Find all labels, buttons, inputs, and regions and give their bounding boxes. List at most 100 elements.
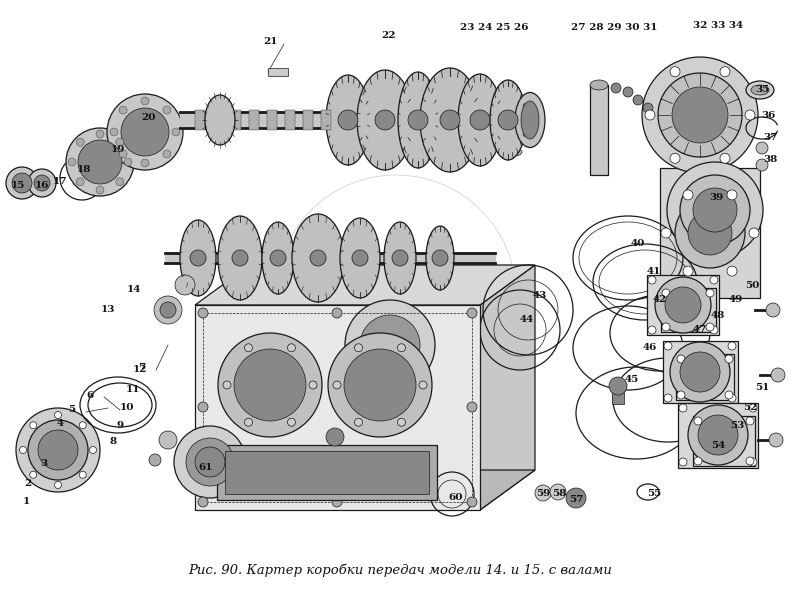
Circle shape	[149, 454, 161, 466]
Bar	[321, 110, 331, 130]
Bar	[267, 110, 277, 130]
Text: 15: 15	[11, 180, 25, 190]
Text: ВР: ВР	[342, 276, 450, 345]
Circle shape	[68, 158, 76, 166]
Circle shape	[694, 417, 702, 425]
Circle shape	[665, 287, 701, 323]
Circle shape	[333, 381, 341, 389]
Circle shape	[175, 275, 195, 295]
Text: 2: 2	[24, 479, 32, 488]
Circle shape	[771, 368, 785, 382]
Circle shape	[76, 138, 84, 146]
Circle shape	[198, 497, 208, 507]
Bar	[661, 288, 716, 332]
Bar	[268, 68, 288, 76]
Circle shape	[54, 481, 62, 488]
Bar	[663, 341, 738, 403]
Circle shape	[694, 457, 702, 465]
Circle shape	[287, 344, 295, 352]
Circle shape	[245, 418, 253, 426]
Bar	[195, 110, 205, 130]
Circle shape	[664, 394, 672, 402]
Circle shape	[116, 178, 124, 186]
Text: 39: 39	[709, 194, 723, 203]
Text: 4: 4	[57, 419, 63, 428]
Text: 58: 58	[552, 489, 566, 498]
Polygon shape	[195, 470, 535, 510]
Circle shape	[698, 415, 738, 455]
Ellipse shape	[490, 133, 510, 143]
Circle shape	[769, 433, 783, 447]
Text: 42: 42	[653, 296, 667, 305]
Circle shape	[706, 289, 714, 297]
Circle shape	[720, 67, 730, 77]
Circle shape	[672, 87, 728, 143]
Circle shape	[419, 381, 427, 389]
Text: 57: 57	[569, 495, 583, 505]
Text: 40: 40	[631, 240, 645, 249]
Text: 11: 11	[126, 385, 140, 395]
Circle shape	[766, 303, 780, 317]
Text: 27 28 29 30 31: 27 28 29 30 31	[570, 24, 658, 32]
Circle shape	[34, 175, 50, 191]
Circle shape	[648, 326, 656, 334]
Text: 41: 41	[647, 267, 661, 276]
Bar	[213, 110, 223, 130]
Circle shape	[408, 110, 428, 130]
Text: 13: 13	[101, 306, 115, 315]
Text: 38: 38	[763, 155, 777, 164]
Circle shape	[749, 458, 757, 466]
Circle shape	[749, 404, 757, 412]
Circle shape	[688, 211, 732, 255]
Circle shape	[245, 344, 253, 352]
Circle shape	[328, 333, 432, 437]
Bar	[660, 168, 760, 298]
Circle shape	[720, 153, 730, 163]
Circle shape	[749, 228, 759, 238]
Circle shape	[76, 178, 84, 186]
Text: 50: 50	[745, 280, 759, 290]
Circle shape	[154, 296, 182, 324]
Polygon shape	[195, 305, 480, 510]
Circle shape	[645, 110, 655, 120]
Ellipse shape	[205, 95, 235, 145]
Circle shape	[344, 349, 416, 421]
Text: 6: 6	[86, 391, 94, 399]
Text: 37: 37	[763, 134, 777, 143]
Circle shape	[662, 289, 670, 297]
Circle shape	[680, 175, 750, 245]
Circle shape	[195, 447, 225, 477]
Text: 3: 3	[41, 458, 47, 468]
Circle shape	[354, 344, 362, 352]
Ellipse shape	[384, 222, 416, 294]
Circle shape	[270, 250, 286, 266]
Text: 44: 44	[520, 316, 534, 325]
Circle shape	[683, 190, 693, 200]
Circle shape	[498, 110, 518, 130]
Circle shape	[198, 402, 208, 412]
Circle shape	[309, 381, 317, 389]
Bar	[647, 275, 719, 335]
Circle shape	[566, 488, 586, 508]
Circle shape	[710, 276, 718, 284]
Circle shape	[467, 402, 477, 412]
Ellipse shape	[515, 92, 545, 147]
Circle shape	[141, 97, 149, 105]
Circle shape	[725, 355, 733, 363]
Circle shape	[670, 67, 680, 77]
Circle shape	[28, 420, 88, 480]
Bar	[225, 451, 429, 494]
Text: 20: 20	[141, 114, 155, 123]
Polygon shape	[480, 265, 535, 510]
Circle shape	[746, 417, 754, 425]
Circle shape	[119, 106, 127, 114]
Circle shape	[611, 83, 621, 93]
Circle shape	[550, 484, 566, 500]
Circle shape	[467, 497, 477, 507]
Circle shape	[745, 110, 755, 120]
Ellipse shape	[292, 214, 344, 302]
Text: 32 33 34: 32 33 34	[693, 22, 743, 31]
Bar	[590, 85, 608, 175]
Circle shape	[710, 326, 718, 334]
Circle shape	[392, 250, 408, 266]
